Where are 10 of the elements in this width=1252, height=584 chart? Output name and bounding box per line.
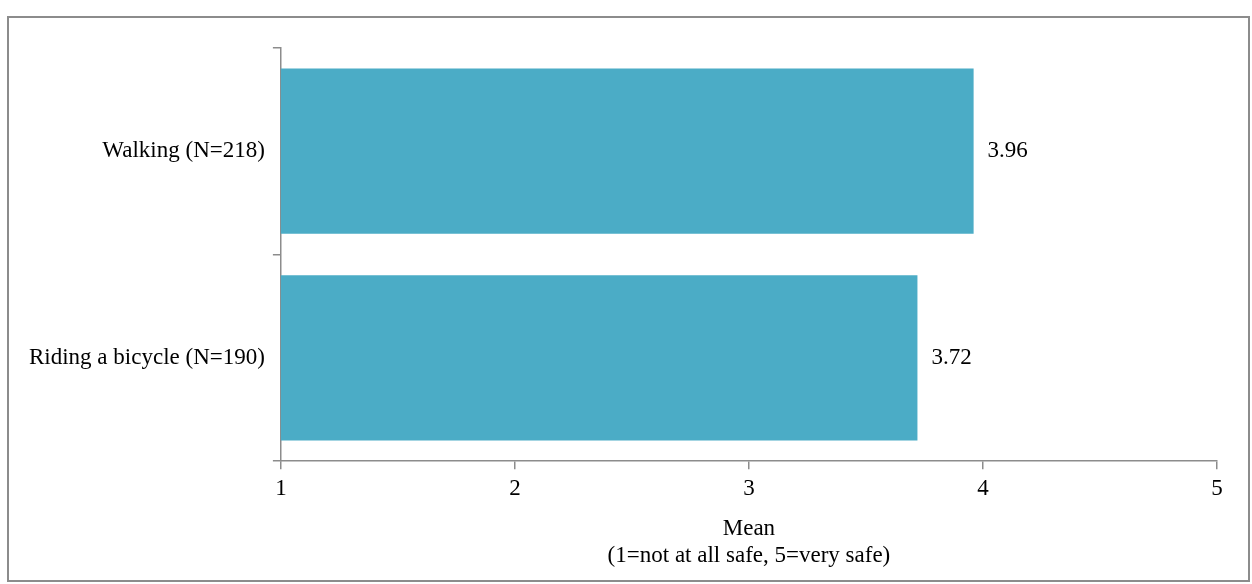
x-tick-label: 2 — [509, 475, 521, 501]
x-tick-label: 1 — [275, 475, 287, 501]
y-tick-label: Riding a bicycle (N=190) — [28, 343, 265, 369]
x-tick-label: 4 — [977, 475, 990, 501]
x-axis-title: Mean (1=not at all safe, 5=very safe) — [607, 514, 891, 568]
x-tick-label: 3 — [743, 475, 755, 501]
data-label: 3.72 — [931, 343, 972, 369]
data-label: 3.96 — [987, 137, 1028, 163]
y-tick-label: Walking (N=218) — [102, 137, 265, 163]
x-tick-label: 5 — [1211, 475, 1223, 501]
